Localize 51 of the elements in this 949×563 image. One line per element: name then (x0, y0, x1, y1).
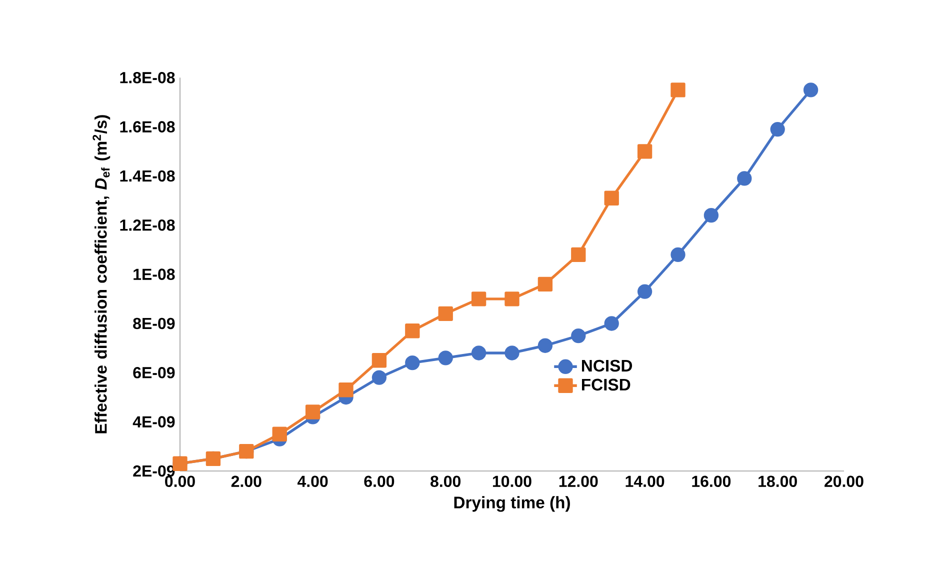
point (504, 292, 520, 306)
point (704, 208, 719, 223)
y-axis-title: Effective diffusion coefficient, D$_{ef}$ (m$^{2}$/s) (92, 115, 110, 434)
point (604, 190, 619, 206)
y-tick-label: 2E-09 (133, 465, 175, 477)
x-tick-label: 14.00 (626, 476, 664, 488)
y-tick-label: 1E-08 (134, 268, 175, 280)
y-tick-label: 6E-09 (133, 366, 175, 378)
point (538, 338, 553, 353)
point (571, 247, 586, 262)
point (571, 328, 586, 344)
point (504, 346, 520, 360)
y-tick-label: 1.6E-08 (120, 121, 175, 132)
point (803, 82, 818, 98)
x-tick-label: 16.00 (692, 476, 731, 488)
point (737, 171, 752, 186)
point (670, 247, 686, 262)
point (604, 316, 619, 331)
y-tick-label: 8E-09 (133, 318, 175, 330)
y-tick-label: 1.2E-08 (120, 220, 175, 231)
legend-label: NCISD (582, 360, 632, 372)
point (405, 355, 420, 370)
x-tick-label: 12.00 (559, 476, 598, 488)
x-tick-label: 4.00 (297, 476, 328, 488)
point (405, 324, 420, 338)
point (637, 284, 652, 299)
point (670, 82, 686, 98)
point (770, 122, 785, 137)
point (438, 350, 453, 366)
point (338, 382, 354, 398)
point (305, 404, 320, 420)
x-axis-title: Drying time (h) (454, 496, 570, 512)
point (438, 306, 453, 321)
x-tick-label: 20.00 (824, 476, 864, 488)
x-tick-label: 18.00 (758, 476, 797, 488)
x-tick-label: 0.00 (165, 476, 195, 488)
x-tick-label: 8.00 (430, 476, 461, 488)
y-tick-label: 1.8E-08 (120, 72, 175, 84)
point (471, 292, 486, 306)
point (372, 353, 387, 368)
x-tick-label: 6.00 (364, 476, 394, 488)
point (637, 144, 652, 159)
x-tick-label: 2.00 (231, 476, 262, 488)
point (372, 370, 387, 385)
point (538, 276, 553, 292)
point (471, 346, 486, 360)
legend-label: FCISD (582, 378, 630, 391)
x-tick-label: 10.00 (492, 476, 532, 488)
y-tick-label: 4E-09 (132, 416, 175, 428)
y-tick-label: 1.4E-08 (120, 170, 175, 182)
point (272, 426, 287, 442)
